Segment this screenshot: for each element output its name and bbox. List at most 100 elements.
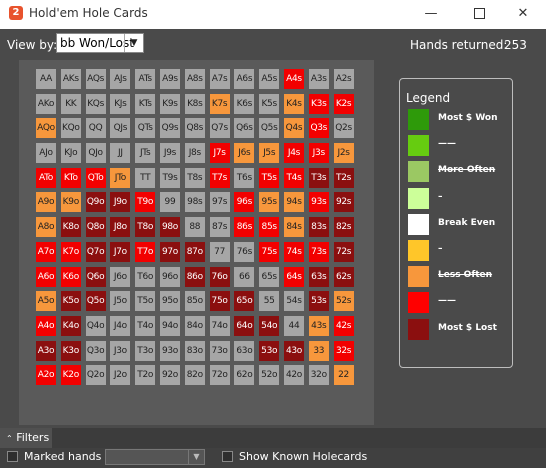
hand-cell-64o[interactable]: 64o: [234, 315, 255, 336]
hand-cell-T4o[interactable]: T4o: [135, 315, 156, 336]
hand-cell-T8o[interactable]: T8o: [135, 217, 156, 238]
hand-cell-A4s[interactable]: A4s: [283, 69, 304, 89]
hand-cell-AKs[interactable]: AKs: [60, 69, 81, 89]
hand-cell-KQo[interactable]: KQo: [60, 118, 81, 139]
hand-cell-55[interactable]: 55: [259, 291, 280, 312]
hand-cell-62o[interactable]: 62o: [234, 365, 255, 386]
hand-cell-AA[interactable]: AA: [36, 69, 56, 89]
hand-cell-T7o[interactable]: T7o: [135, 241, 156, 262]
hand-cell-T2s[interactable]: T2s: [333, 167, 354, 188]
hand-cell-Q4o[interactable]: Q4o: [85, 315, 106, 336]
hand-cell-Q3o[interactable]: Q3o: [85, 340, 106, 361]
hand-cell-Q7s[interactable]: Q7s: [209, 118, 230, 139]
hand-cell-AJs[interactable]: AJs: [110, 69, 131, 89]
hand-cell-96o[interactable]: 96o: [159, 266, 180, 287]
hand-cell-ATs[interactable]: ATs: [135, 69, 156, 89]
hand-cell-83o[interactable]: 83o: [184, 340, 205, 361]
hand-cell-92s[interactable]: 92s: [333, 192, 354, 213]
hand-cell-T7s[interactable]: T7s: [209, 167, 230, 188]
hand-cell-JTs[interactable]: JTs: [135, 143, 156, 164]
maximize-button[interactable]: [456, 0, 502, 29]
hand-cell-K5o[interactable]: K5o: [60, 291, 81, 312]
hand-cell-95s[interactable]: 95s: [259, 192, 280, 213]
hand-cell-KK[interactable]: KK: [60, 93, 81, 114]
hand-cell-76o[interactable]: 76o: [209, 266, 230, 287]
hand-cell-J4o[interactable]: J4o: [110, 315, 131, 336]
hand-cell-32o[interactable]: 32o: [308, 365, 329, 386]
hand-cell-33[interactable]: 33: [308, 340, 329, 361]
hand-cell-75s[interactable]: 75s: [259, 241, 280, 262]
hand-cell-Q9s[interactable]: Q9s: [159, 118, 180, 139]
hand-cell-44[interactable]: 44: [283, 315, 304, 336]
hand-cell-K3o[interactable]: K3o: [60, 340, 81, 361]
hand-cell-88[interactable]: 88: [184, 217, 205, 238]
hand-cell-J7o[interactable]: J7o: [110, 241, 131, 262]
hand-cell-42s[interactable]: 42s: [333, 315, 354, 336]
hand-cell-43o[interactable]: 43o: [283, 340, 304, 361]
hand-cell-A4o[interactable]: A4o: [36, 315, 56, 336]
hand-cell-Q9o[interactable]: Q9o: [85, 192, 106, 213]
hand-cell-63s[interactable]: 63s: [308, 266, 329, 287]
hand-cell-94s[interactable]: 94s: [283, 192, 304, 213]
hand-cell-97o[interactable]: 97o: [159, 241, 180, 262]
hand-cell-JJ[interactable]: JJ: [110, 143, 131, 164]
hand-cell-T8s[interactable]: T8s: [184, 167, 205, 188]
hand-cell-T9s[interactable]: T9s: [159, 167, 180, 188]
hand-cell-A5o[interactable]: A5o: [36, 291, 56, 312]
hand-cell-53o[interactable]: 53o: [259, 340, 280, 361]
hand-cell-J3o[interactable]: J3o: [110, 340, 131, 361]
hand-cell-84o[interactable]: 84o: [184, 315, 205, 336]
hand-cell-73s[interactable]: 73s: [308, 241, 329, 262]
hand-cell-95o[interactable]: 95o: [159, 291, 180, 312]
hand-cell-J8o[interactable]: J8o: [110, 217, 131, 238]
hand-cell-QTs[interactable]: QTs: [135, 118, 156, 139]
hand-cell-82s[interactable]: 82s: [333, 217, 354, 238]
hand-cell-K9s[interactable]: K9s: [159, 93, 180, 114]
hand-cell-T9o[interactable]: T9o: [135, 192, 156, 213]
minimize-button[interactable]: —: [424, 6, 438, 21]
hand-cell-84s[interactable]: 84s: [283, 217, 304, 238]
hand-cell-T4s[interactable]: T4s: [283, 167, 304, 188]
hand-cell-J8s[interactable]: J8s: [184, 143, 205, 164]
hand-cell-KJo[interactable]: KJo: [60, 143, 81, 164]
hand-cell-Q8s[interactable]: Q8s: [184, 118, 205, 139]
hand-cell-96s[interactable]: 96s: [234, 192, 255, 213]
hand-cell-Q5o[interactable]: Q5o: [85, 291, 106, 312]
hand-cell-62s[interactable]: 62s: [333, 266, 354, 287]
hand-cell-43s[interactable]: 43s: [308, 315, 329, 336]
hand-cell-KQs[interactable]: KQs: [85, 93, 106, 114]
hand-cell-63o[interactable]: 63o: [234, 340, 255, 361]
hand-cell-72s[interactable]: 72s: [333, 241, 354, 262]
hand-cell-86o[interactable]: 86o: [184, 266, 205, 287]
hand-cell-93s[interactable]: 93s: [308, 192, 329, 213]
hand-cell-ATo[interactable]: ATo: [36, 167, 56, 188]
hand-cell-A6s[interactable]: A6s: [234, 69, 255, 89]
hand-cell-K8o[interactable]: K8o: [60, 217, 81, 238]
hand-cell-J6s[interactable]: J6s: [234, 143, 255, 164]
hand-cell-53s[interactable]: 53s: [308, 291, 329, 312]
hand-cell-82o[interactable]: 82o: [184, 365, 205, 386]
hand-cell-AKo[interactable]: AKo: [36, 93, 56, 114]
hand-cell-85s[interactable]: 85s: [259, 217, 280, 238]
hand-cell-A3s[interactable]: A3s: [308, 69, 329, 89]
hand-cell-T2o[interactable]: T2o: [135, 365, 156, 386]
hand-cell-76s[interactable]: 76s: [234, 241, 255, 262]
hand-cell-K7s[interactable]: K7s: [209, 93, 230, 114]
hand-cell-98o[interactable]: 98o: [159, 217, 180, 238]
hand-cell-64s[interactable]: 64s: [283, 266, 304, 287]
hand-cell-T6o[interactable]: T6o: [135, 266, 156, 287]
marked-hands-select[interactable]: ▼: [105, 449, 205, 465]
hand-cell-T5s[interactable]: T5s: [259, 167, 280, 188]
hand-cell-KTo[interactable]: KTo: [60, 167, 81, 188]
hand-cell-AJo[interactable]: AJo: [36, 143, 56, 164]
hand-cell-J6o[interactable]: J6o: [110, 266, 131, 287]
hand-cell-93o[interactable]: 93o: [159, 340, 180, 361]
hand-cell-AQs[interactable]: AQs: [85, 69, 106, 89]
hand-cell-A7o[interactable]: A7o: [36, 241, 56, 262]
hand-cell-J7s[interactable]: J7s: [209, 143, 230, 164]
hand-cell-J5s[interactable]: J5s: [259, 143, 280, 164]
hand-cell-T5o[interactable]: T5o: [135, 291, 156, 312]
hand-cell-Q5s[interactable]: Q5s: [259, 118, 280, 139]
hand-cell-A9s[interactable]: A9s: [159, 69, 180, 89]
hand-cell-A2s[interactable]: A2s: [333, 69, 354, 89]
